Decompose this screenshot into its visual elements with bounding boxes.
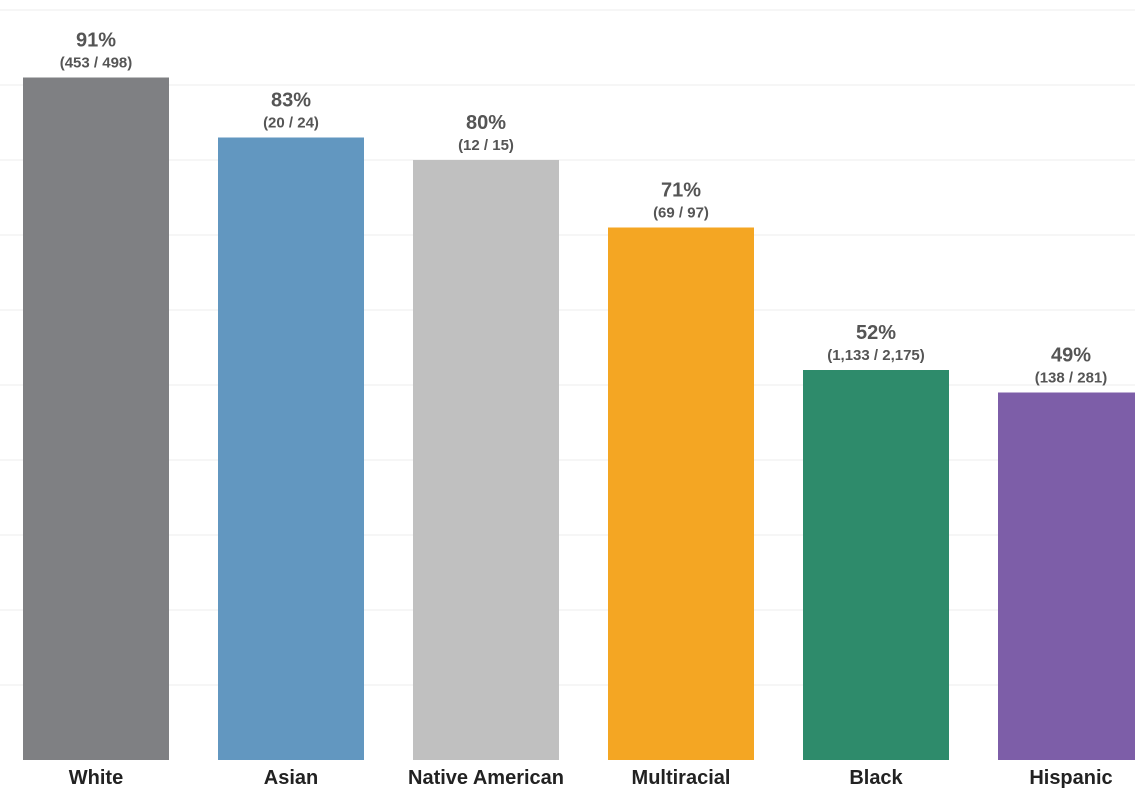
value-labels: 91% (453 / 498) 83% (20 / 24) 80% (12 / 15) 71…: [60, 30, 1108, 387]
category-label: Multiracial: [632, 767, 731, 789]
fraction-label: (1,133 / 2,175): [827, 347, 925, 364]
bar-hispanic: [998, 392, 1135, 760]
category-label: White: [69, 767, 123, 789]
category-labels: White Asian Native American Multiracial Blac…: [69, 767, 1113, 789]
percent-label: 91%: [76, 30, 116, 52]
bar-native-american: [413, 160, 559, 760]
bar-white: [23, 77, 169, 760]
gridlines: [0, 9, 1135, 686]
bar-multiracial: [608, 227, 754, 760]
category-label: Hispanic: [1029, 767, 1112, 789]
percent-label: 49%: [1051, 345, 1091, 367]
category-label: Black: [849, 767, 903, 789]
bars: [23, 77, 1135, 760]
category-label: Asian: [264, 767, 318, 789]
category-label: Native American: [408, 767, 564, 789]
fraction-label: (138 / 281): [1035, 370, 1108, 387]
fraction-label: (69 / 97): [653, 205, 709, 222]
percent-label: 80%: [466, 112, 506, 134]
percent-label: 71%: [661, 180, 701, 202]
percent-label: 52%: [856, 322, 896, 344]
percent-label: 83%: [271, 90, 311, 112]
fraction-label: (453 / 498): [60, 55, 133, 72]
bar-asian: [218, 137, 364, 760]
fraction-label: (20 / 24): [263, 115, 319, 132]
fraction-label: (12 / 15): [458, 137, 514, 154]
bar-black: [803, 370, 949, 760]
